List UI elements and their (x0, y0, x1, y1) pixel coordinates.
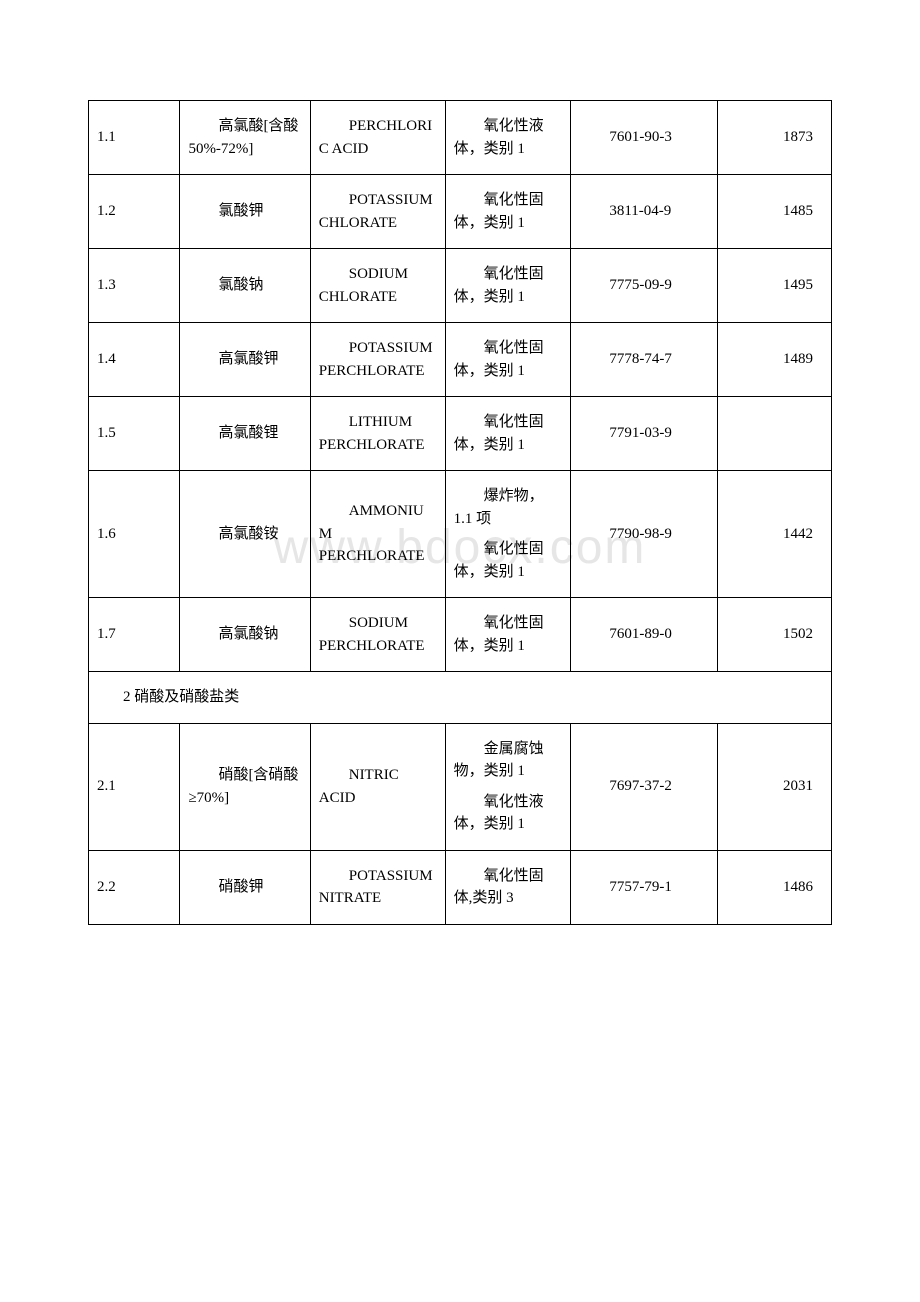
cell-cas: 7601-90-3 (571, 101, 717, 175)
table-row: 2.2 硝酸钾 POTASSIUM NITRATE 氧化性固体,类别 3 775… (89, 850, 832, 924)
cell-cat: 爆炸物，1.1 项 氧化性固体，类别 1 (445, 471, 571, 598)
cell-cat: 氧化性固体，类别 1 (445, 397, 571, 471)
cell-cas: 7790-98-9 (571, 471, 717, 598)
cell-cas: 7778-74-7 (571, 323, 717, 397)
cell-cat: 氧化性固体，类别 1 (445, 323, 571, 397)
table-row: 1.5 高氯酸锂 LITHIUM PERCHLORATE 氧化性固体，类别 1 … (89, 397, 832, 471)
cell-un: 2031 (717, 723, 831, 850)
cell-num: 2.1 (89, 723, 180, 850)
cell-un: 1502 (717, 598, 831, 672)
cell-en: NITRIC ACID (310, 723, 445, 850)
cell-cn: 高氯酸钾 (180, 323, 310, 397)
cell-cn: 硝酸[含硝酸≥70%] (180, 723, 310, 850)
cell-un: 1486 (717, 850, 831, 924)
cell-cn: 高氯酸[含酸50%-72%] (180, 101, 310, 175)
cell-num: 1.1 (89, 101, 180, 175)
cell-cat: 氧化性固体，类别 1 (445, 175, 571, 249)
cell-cas: 7791-03-9 (571, 397, 717, 471)
table-row: 1.4 高氯酸钾 POTASSIUM PERCHLORATE 氧化性固体，类别 … (89, 323, 832, 397)
table-row: 1.2 氯酸钾 POTASSIUM CHLORATE 氧化性固体，类别 1 38… (89, 175, 832, 249)
cell-cas: 7757-79-1 (571, 850, 717, 924)
cell-cat: 氧化性液体，类别 1 (445, 101, 571, 175)
section-header-cell: 2 硝酸及硝酸盐类 (89, 672, 832, 724)
cell-cat: 氧化性固体，类别 1 (445, 598, 571, 672)
cell-cn: 高氯酸铵 (180, 471, 310, 598)
cell-num: 1.6 (89, 471, 180, 598)
cell-cn: 氯酸钠 (180, 249, 310, 323)
cell-cn: 高氯酸钠 (180, 598, 310, 672)
cell-cas: 7775-09-9 (571, 249, 717, 323)
cell-num: 1.4 (89, 323, 180, 397)
cell-un: 1489 (717, 323, 831, 397)
cell-un: 1873 (717, 101, 831, 175)
table-row: 1.7 高氯酸钠 SODIUM PERCHLORATE 氧化性固体，类别 1 7… (89, 598, 832, 672)
table-row: 1.3 氯酸钠 SODIUM CHLORATE 氧化性固体，类别 1 7775-… (89, 249, 832, 323)
table-row: 2.1 硝酸[含硝酸≥70%] NITRIC ACID 金属腐蚀物，类别 1 氧… (89, 723, 832, 850)
cell-en: AMMONIUM PERCHLORATE (310, 471, 445, 598)
cell-cat: 金属腐蚀物，类别 1 氧化性液体，类别 1 (445, 723, 571, 850)
cell-cas: 7601-89-0 (571, 598, 717, 672)
cell-num: 1.2 (89, 175, 180, 249)
cell-un: 1495 (717, 249, 831, 323)
cell-un: 1485 (717, 175, 831, 249)
cell-cn: 硝酸钾 (180, 850, 310, 924)
cell-en: POTASSIUM NITRATE (310, 850, 445, 924)
cell-num: 2.2 (89, 850, 180, 924)
cell-cat: 氧化性固体,类别 3 (445, 850, 571, 924)
section-header-row: 2 硝酸及硝酸盐类 (89, 672, 832, 724)
cell-en: PERCHLORIC ACID (310, 101, 445, 175)
cell-num: 1.5 (89, 397, 180, 471)
page-container: www.bdocx.com 1.1 高氯酸[含酸50%-72%] PERCHLO… (0, 0, 920, 965)
cell-cn: 高氯酸锂 (180, 397, 310, 471)
cell-cas: 3811-04-9 (571, 175, 717, 249)
cell-cn: 氯酸钾 (180, 175, 310, 249)
cell-num: 1.3 (89, 249, 180, 323)
cell-en: POTASSIUM CHLORATE (310, 175, 445, 249)
table-row: 1.1 高氯酸[含酸50%-72%] PERCHLORIC ACID 氧化性液体… (89, 101, 832, 175)
cell-en: POTASSIUM PERCHLORATE (310, 323, 445, 397)
cell-en: SODIUM CHLORATE (310, 249, 445, 323)
cell-cas: 7697-37-2 (571, 723, 717, 850)
cell-un (717, 397, 831, 471)
cell-cat: 氧化性固体，类别 1 (445, 249, 571, 323)
table-row: 1.6 高氯酸铵 AMMONIUM PERCHLORATE 爆炸物，1.1 项 … (89, 471, 832, 598)
chemicals-table: 1.1 高氯酸[含酸50%-72%] PERCHLORIC ACID 氧化性液体… (88, 100, 832, 925)
cell-num: 1.7 (89, 598, 180, 672)
cell-en: LITHIUM PERCHLORATE (310, 397, 445, 471)
cell-en: SODIUM PERCHLORATE (310, 598, 445, 672)
cell-un: 1442 (717, 471, 831, 598)
